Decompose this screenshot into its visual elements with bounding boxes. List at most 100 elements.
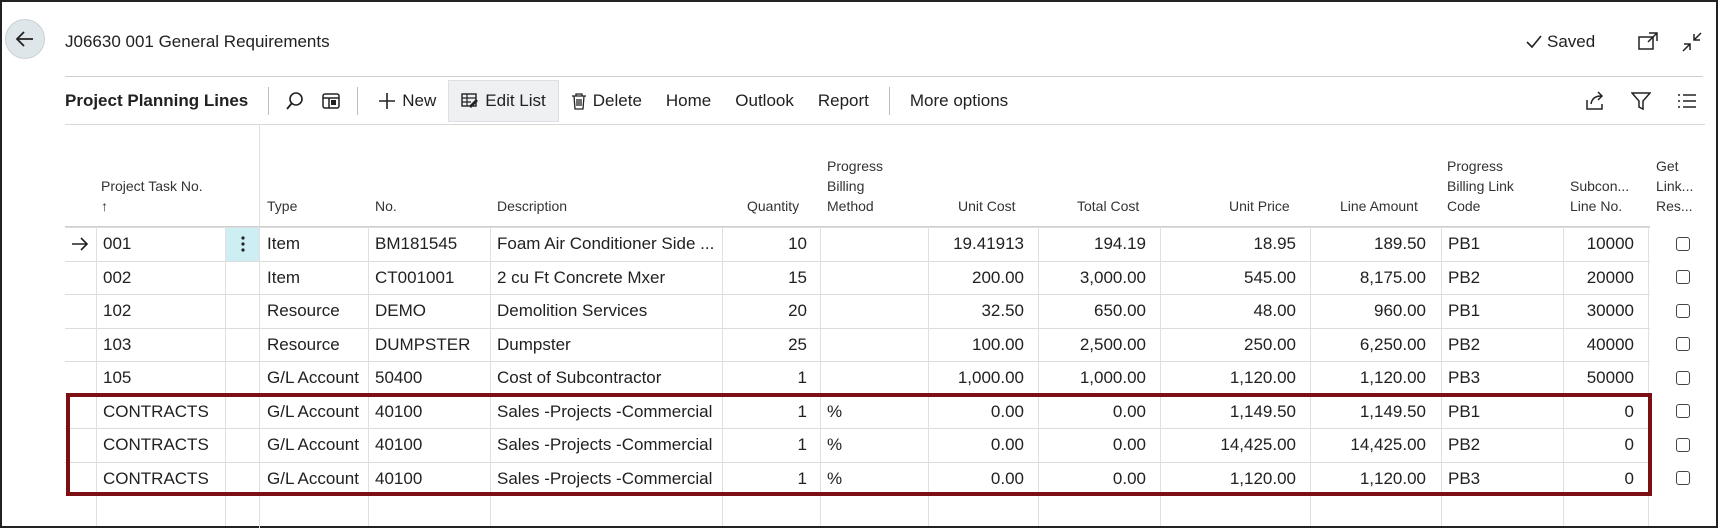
cell-unit-cost[interactable]: 100.00 xyxy=(972,334,1024,354)
cell-progress-billing-link-code[interactable]: PB1 xyxy=(1448,234,1481,253)
home-menu[interactable]: Home xyxy=(654,80,723,122)
back-button[interactable] xyxy=(5,19,45,59)
table-row[interactable]: 103 Resource DUMPSTER Dumpster 25 100.00 2,500… xyxy=(0,327,1718,362)
cell-quantity[interactable]: 1 xyxy=(797,401,807,421)
cell-progress-billing-link-code[interactable]: PB2 xyxy=(1448,334,1481,354)
col-header-quantity[interactable]: Quantity xyxy=(747,198,800,214)
get-link-res-checkbox[interactable] xyxy=(1676,471,1690,486)
cell-progress-billing-link-code[interactable]: PB1 xyxy=(1448,301,1481,320)
more-options-button[interactable]: More options xyxy=(898,80,1020,122)
cell-line-amount[interactable]: 960.00 xyxy=(1374,301,1426,320)
col-header-progress-billing-link-code[interactable]: Progress Billing Link Code xyxy=(1447,156,1514,216)
cell-line-amount[interactable]: 8,175.00 xyxy=(1359,267,1426,287)
cell-line-amount[interactable]: 189.50 xyxy=(1374,234,1426,253)
cell-line-amount[interactable]: 14,425.00 xyxy=(1350,435,1426,454)
cell-subcon-line-no[interactable]: 40000 xyxy=(1586,334,1634,354)
cell-progress-billing-method[interactable] xyxy=(827,261,922,295)
table-row[interactable]: 002 Item CT001001 2 cu Ft Concrete Mxer 15 20… xyxy=(0,260,1718,295)
cell-description[interactable]: Demolition Services xyxy=(497,301,648,320)
cell-task-no[interactable]: 105 xyxy=(103,368,132,387)
table-row[interactable]: 001 Item BM181545 Foam Air Conditioner Side… xyxy=(0,227,1718,261)
get-link-res-checkbox[interactable] xyxy=(1676,270,1690,285)
col-header-unit-price[interactable]: Unit Price xyxy=(1229,198,1290,214)
cell-progress-billing-method[interactable]: % xyxy=(827,468,843,488)
view-layout-button[interactable] xyxy=(313,80,349,122)
cell-description[interactable]: Sales -Projects -Commercial xyxy=(497,401,713,421)
cell-unit-price[interactable]: 48.00 xyxy=(1253,301,1296,320)
cell-total-cost[interactable]: 194.19 xyxy=(1094,234,1146,253)
cell-unit-price[interactable]: 250.00 xyxy=(1244,334,1296,354)
cell-unit-cost[interactable]: 0.00 xyxy=(990,435,1024,454)
cell-quantity[interactable]: 15 xyxy=(788,267,807,287)
cell-subcon-line-no[interactable]: 20000 xyxy=(1586,267,1634,287)
edit-list-button[interactable]: Edit List xyxy=(448,80,559,122)
search-button[interactable] xyxy=(277,80,313,122)
cell-subcon-line-no[interactable]: 30000 xyxy=(1586,301,1634,320)
cell-type[interactable]: G/L Account xyxy=(267,435,359,454)
empty-new-row[interactable] xyxy=(0,495,1718,526)
col-header-progress-billing-method[interactable]: Progress Billing Method xyxy=(827,156,883,216)
collapse-button[interactable] xyxy=(1680,30,1704,54)
open-new-window-button[interactable] xyxy=(1636,30,1660,54)
cell-progress-billing-link-code[interactable]: PB1 xyxy=(1448,401,1481,421)
cell-quantity[interactable]: 20 xyxy=(788,301,807,320)
cell-progress-billing-method[interactable]: % xyxy=(827,401,843,421)
cell-type[interactable]: Resource xyxy=(267,301,340,320)
cell-quantity[interactable]: 1 xyxy=(797,435,807,454)
cell-unit-price[interactable]: 14,425.00 xyxy=(1220,435,1296,454)
cell-progress-billing-link-code[interactable]: PB3 xyxy=(1448,368,1481,387)
cell-type[interactable]: Resource xyxy=(267,334,340,354)
cell-quantity[interactable]: 1 xyxy=(797,368,807,387)
cell-no[interactable]: DEMO xyxy=(375,301,426,320)
cell-task-no[interactable]: 002 xyxy=(103,267,132,287)
report-menu[interactable]: Report xyxy=(806,80,881,122)
cell-task-no[interactable]: 001 xyxy=(103,234,132,253)
cell-task-no[interactable]: CONTRACTS xyxy=(103,468,209,488)
cell-unit-cost[interactable]: 1,000.00 xyxy=(957,368,1024,387)
cell-type[interactable]: Item xyxy=(267,267,301,287)
cell-quantity[interactable]: 1 xyxy=(797,468,807,488)
cell-line-amount[interactable]: 1,120.00 xyxy=(1359,468,1426,488)
cell-progress-billing-method[interactable]: % xyxy=(827,435,843,454)
cell-type[interactable]: G/L Account xyxy=(267,401,359,421)
col-header-unit-cost[interactable]: Unit Cost xyxy=(958,198,1016,214)
cell-description[interactable]: Dumpster xyxy=(497,334,571,354)
cell-subcon-line-no[interactable]: 10000 xyxy=(1586,234,1634,253)
cell-unit-cost[interactable]: 32.50 xyxy=(981,301,1024,320)
get-link-res-checkbox[interactable] xyxy=(1676,370,1690,385)
cell-description[interactable]: Cost of Subcontractor xyxy=(497,368,662,387)
row-actions-button[interactable] xyxy=(226,228,259,261)
delete-button[interactable]: Delete xyxy=(559,80,654,122)
filter-button[interactable] xyxy=(1623,80,1659,122)
cell-subcon-line-no[interactable]: 0 xyxy=(1624,468,1634,488)
cell-task-no[interactable]: 103 xyxy=(103,334,132,354)
cell-total-cost[interactable]: 1,000.00 xyxy=(1079,368,1146,387)
table-row[interactable]: CONTRACTS G/L Account 40100 Sales -Projects… xyxy=(0,428,1718,462)
cell-progress-billing-method[interactable] xyxy=(827,328,922,362)
cell-no[interactable]: 40100 xyxy=(375,435,423,454)
list-view-button[interactable] xyxy=(1669,80,1705,122)
cell-description[interactable]: Foam Air Conditioner Side ... xyxy=(497,234,715,253)
get-link-res-checkbox[interactable] xyxy=(1676,303,1690,318)
col-header-get-link-res[interactable]: Get Link... Res... xyxy=(1656,156,1693,216)
get-link-res-checkbox[interactable] xyxy=(1676,337,1690,352)
cell-progress-billing-method[interactable] xyxy=(827,227,922,261)
cell-type[interactable]: G/L Account xyxy=(267,468,359,488)
cell-unit-price[interactable]: 1,149.50 xyxy=(1229,401,1296,421)
cell-unit-cost[interactable]: 0.00 xyxy=(990,401,1024,421)
cell-task-no[interactable]: 102 xyxy=(103,301,132,320)
cell-progress-billing-method[interactable] xyxy=(827,361,922,395)
share-button[interactable] xyxy=(1577,80,1613,122)
cell-progress-billing-link-code[interactable]: PB2 xyxy=(1448,267,1481,287)
cell-unit-cost[interactable]: 200.00 xyxy=(972,267,1024,287)
cell-subcon-line-no[interactable]: 0 xyxy=(1624,401,1634,421)
cell-no[interactable]: 40100 xyxy=(375,401,423,421)
cell-unit-price[interactable]: 1,120.00 xyxy=(1229,368,1296,387)
cell-description[interactable]: Sales -Projects -Commercial xyxy=(497,468,713,488)
table-row[interactable]: CONTRACTS G/L Account 40100 Sales -Projects… xyxy=(0,394,1718,428)
cell-subcon-line-no[interactable]: 50000 xyxy=(1586,368,1634,387)
cell-no[interactable]: DUMPSTER xyxy=(375,334,471,354)
cell-unit-price[interactable]: 1,120.00 xyxy=(1229,468,1296,488)
cell-no[interactable]: 50400 xyxy=(375,368,423,387)
cell-unit-price[interactable]: 18.95 xyxy=(1253,234,1296,253)
